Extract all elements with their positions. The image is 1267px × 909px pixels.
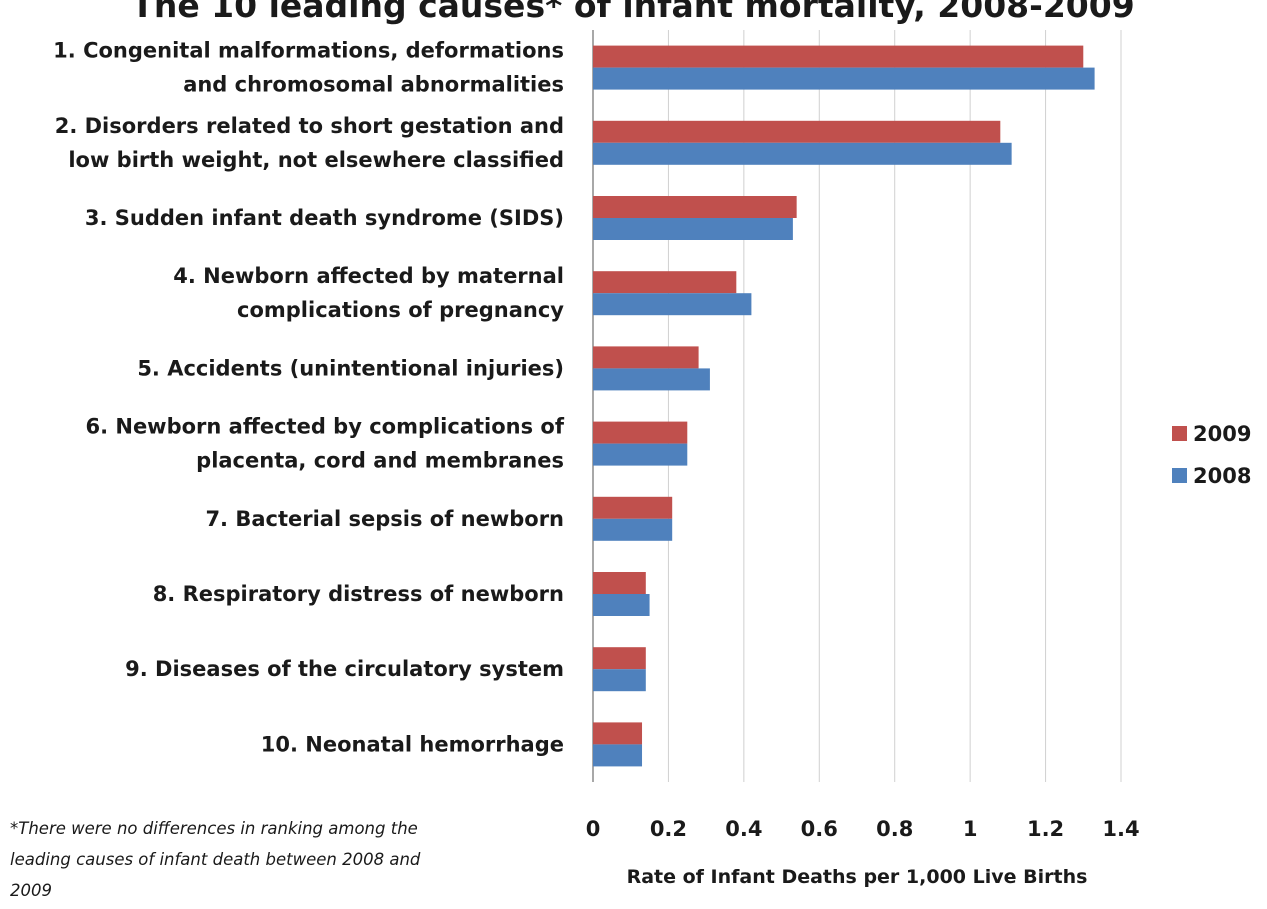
- x-tick-label: 0.2: [650, 817, 687, 841]
- category-label: 3. Sudden infant death syndrome (SIDS): [85, 206, 564, 230]
- footnote-line: 2009: [10, 881, 52, 900]
- category-label: 4. Newborn affected by maternal: [173, 264, 564, 288]
- bar-2008-7: [593, 518, 673, 541]
- bar-2009-1: [593, 45, 1084, 68]
- bar-2009-10: [593, 722, 643, 745]
- chart-title: The 10 leading causes* of infant mortali…: [131, 0, 1134, 25]
- x-tick-label: 0.8: [876, 817, 913, 841]
- bar-2009-2: [593, 120, 1001, 143]
- bar-2008-9: [593, 669, 646, 692]
- category-label: 5. Accidents (unintentional injuries): [137, 356, 564, 380]
- category-label: and chromosomal abnormalities: [183, 73, 564, 97]
- category-label: 1. Congenital malformations, deformation…: [53, 39, 564, 63]
- bar-2009-6: [593, 421, 688, 444]
- bar-2009-7: [593, 496, 673, 519]
- bar-2009-5: [593, 346, 699, 369]
- bar-2009-8: [593, 572, 646, 594]
- bar-2009-4: [593, 271, 737, 294]
- bar-2008-5: [593, 368, 710, 391]
- category-label: 9. Diseases of the circulatory system: [125, 657, 564, 681]
- bar-2008-4: [593, 293, 752, 316]
- bar-2008-6: [593, 443, 688, 466]
- category-label: complications of pregnancy: [237, 298, 564, 322]
- x-axis-title: Rate of Infant Deaths per 1,000 Live Bir…: [627, 866, 1088, 888]
- bar-2008-2: [593, 142, 1012, 165]
- bar-2009-3: [593, 196, 797, 218]
- x-tick-label: 1.4: [1102, 817, 1139, 841]
- bar-2008-3: [593, 218, 793, 240]
- bar-2008-8: [593, 594, 650, 616]
- x-tick-label: 0: [586, 817, 601, 841]
- category-label: 6. Newborn affected by complications of: [85, 415, 564, 439]
- category-label: placenta, cord and membranes: [196, 449, 564, 473]
- category-label: 2. Disorders related to short gestation …: [55, 114, 564, 138]
- legend-label-2008: 2008: [1193, 464, 1251, 488]
- x-tick-label: 0.6: [801, 817, 838, 841]
- legend-label-2009: 2009: [1193, 422, 1251, 446]
- category-label: 7. Bacterial sepsis of newborn: [205, 507, 564, 531]
- footnote-line: *There were no differences in ranking am…: [10, 819, 418, 838]
- footnote-line: leading causes of infant death between 2…: [10, 850, 421, 869]
- bar-2008-1: [593, 67, 1095, 90]
- category-label: 8. Respiratory distress of newborn: [153, 582, 564, 606]
- x-tick-label: 1: [963, 817, 978, 841]
- legend-swatch-2008: [1172, 468, 1187, 483]
- category-label: low birth weight, not elsewhere classifi…: [68, 148, 564, 172]
- category-label: 10. Neonatal hemorrhage: [261, 732, 564, 756]
- x-tick-label: 1.2: [1027, 817, 1064, 841]
- bar-2009-9: [593, 647, 646, 670]
- bar-2008-10: [593, 744, 643, 767]
- x-tick-label: 0.4: [725, 817, 762, 841]
- legend-swatch-2009: [1172, 426, 1187, 441]
